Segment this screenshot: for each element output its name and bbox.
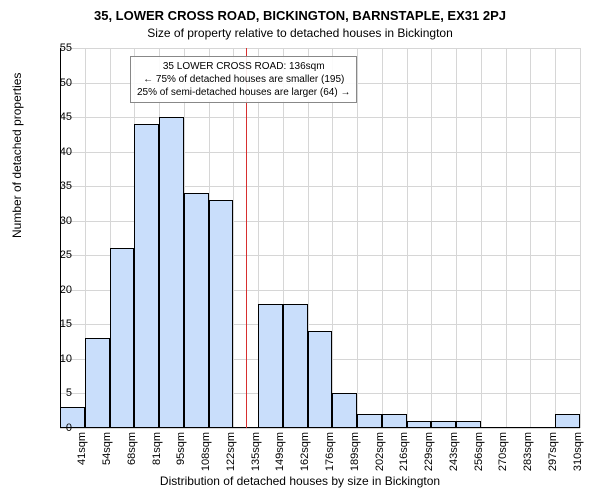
xtick-label: 122sqm bbox=[225, 432, 237, 482]
gridline-h bbox=[60, 428, 580, 429]
gridline-v bbox=[431, 48, 432, 428]
annotation-box: 35 LOWER CROSS ROAD: 136sqm← 75% of deta… bbox=[130, 56, 357, 103]
xtick-label: 189sqm bbox=[349, 432, 361, 482]
xtick-label: 176sqm bbox=[324, 432, 336, 482]
histogram-bar bbox=[357, 414, 382, 428]
xtick-label: 243sqm bbox=[448, 432, 460, 482]
ytick-label: 40 bbox=[42, 146, 72, 158]
ytick-label: 10 bbox=[42, 353, 72, 365]
gridline-h bbox=[60, 117, 580, 118]
ytick-label: 0 bbox=[42, 422, 72, 434]
xtick-label: 162sqm bbox=[299, 432, 311, 482]
ytick-label: 55 bbox=[42, 42, 72, 54]
ytick-label: 35 bbox=[42, 180, 72, 192]
histogram-bar bbox=[85, 338, 110, 428]
xtick-label: 297sqm bbox=[547, 432, 559, 482]
y-axis-line bbox=[60, 48, 61, 428]
xtick-label: 202sqm bbox=[374, 432, 386, 482]
chart-subtitle: Size of property relative to detached ho… bbox=[0, 26, 600, 40]
gridline-v bbox=[580, 48, 581, 428]
xtick-label: 135sqm bbox=[250, 432, 262, 482]
plot-area: 35 LOWER CROSS ROAD: 136sqm← 75% of deta… bbox=[60, 48, 580, 428]
histogram-bar bbox=[110, 248, 135, 428]
histogram-bar bbox=[184, 193, 209, 428]
chart-title: 35, LOWER CROSS ROAD, BICKINGTON, BARNST… bbox=[0, 8, 600, 23]
x-axis-line bbox=[60, 427, 580, 428]
ytick-label: 45 bbox=[42, 111, 72, 123]
gridline-v bbox=[481, 48, 482, 428]
histogram-bar bbox=[308, 331, 333, 428]
y-axis-label: Number of detached properties bbox=[10, 73, 24, 238]
histogram-bar bbox=[159, 117, 184, 428]
xtick-label: 68sqm bbox=[126, 432, 138, 482]
ytick-label: 5 bbox=[42, 387, 72, 399]
xtick-label: 81sqm bbox=[151, 432, 163, 482]
histogram-bar bbox=[555, 414, 580, 428]
reference-line bbox=[246, 48, 248, 428]
gridline-v bbox=[530, 48, 531, 428]
annot-line: 25% of semi-detached houses are larger (… bbox=[137, 86, 350, 99]
ytick-label: 50 bbox=[42, 77, 72, 89]
histogram-bar bbox=[209, 200, 234, 428]
gridline-v bbox=[456, 48, 457, 428]
xtick-label: 108sqm bbox=[200, 432, 212, 482]
histogram-bar bbox=[283, 304, 308, 428]
histogram-bar bbox=[258, 304, 283, 428]
gridline-v bbox=[506, 48, 507, 428]
gridline-v bbox=[357, 48, 358, 428]
xtick-label: 256sqm bbox=[473, 432, 485, 482]
histogram-bar bbox=[134, 124, 159, 428]
annot-line: ← 75% of detached houses are smaller (19… bbox=[137, 73, 350, 86]
gridline-v bbox=[382, 48, 383, 428]
histogram-bar bbox=[332, 393, 357, 428]
gridline-v bbox=[555, 48, 556, 428]
xtick-label: 95sqm bbox=[175, 432, 187, 482]
ytick-label: 30 bbox=[42, 215, 72, 227]
gridline-v bbox=[332, 48, 333, 428]
ytick-label: 20 bbox=[42, 284, 72, 296]
gridline-v bbox=[233, 48, 234, 428]
xtick-label: 310sqm bbox=[572, 432, 584, 482]
xtick-label: 216sqm bbox=[398, 432, 410, 482]
xtick-label: 54sqm bbox=[101, 432, 113, 482]
xtick-label: 283sqm bbox=[522, 432, 534, 482]
gridline-v bbox=[407, 48, 408, 428]
chart-container: 35, LOWER CROSS ROAD, BICKINGTON, BARNST… bbox=[0, 0, 600, 500]
xtick-label: 229sqm bbox=[423, 432, 435, 482]
histogram-bar bbox=[382, 414, 407, 428]
ytick-label: 15 bbox=[42, 318, 72, 330]
xtick-label: 270sqm bbox=[497, 432, 509, 482]
annot-line: 35 LOWER CROSS ROAD: 136sqm bbox=[137, 60, 350, 73]
ytick-label: 25 bbox=[42, 249, 72, 261]
xtick-label: 149sqm bbox=[274, 432, 286, 482]
gridline-h bbox=[60, 48, 580, 49]
xtick-label: 41sqm bbox=[76, 432, 88, 482]
